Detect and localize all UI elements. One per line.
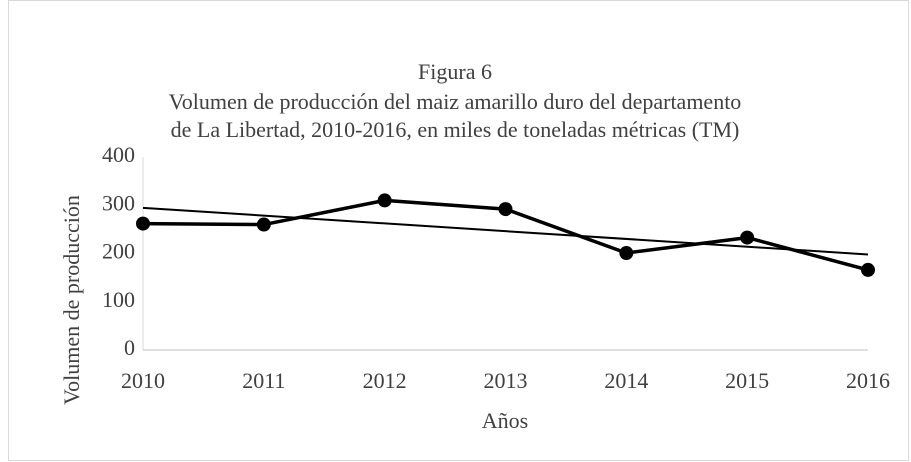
data-point [498,202,513,217]
y-tick-label: 300 [102,190,135,215]
x-tick-label: 2016 [846,368,890,393]
x-tick-label: 2012 [363,368,407,393]
y-tick-label: 400 [102,142,135,167]
data-point [619,246,634,261]
data-point [740,230,755,245]
x-tick-label: 2010 [121,368,165,393]
chart-title: Volumen de producción del maiz amarillo … [169,89,742,114]
y-tick-label: 0 [124,335,135,360]
chart-title: Figura 6 [418,59,492,84]
data-point [256,217,271,232]
data-point [377,193,392,208]
data-point [136,216,150,231]
x-tick-label: 2014 [604,368,648,393]
y-tick-label: 200 [102,239,135,264]
x-tick-label: 2015 [725,368,769,393]
trendline [142,206,869,256]
data-point [861,262,875,277]
y-tick-label: 100 [102,287,135,312]
x-axis-label: Años [482,408,528,433]
y-axis-label: Volumen de producción [59,195,84,405]
x-tick-label: 2013 [484,368,528,393]
chart-title: de La Libertad, 2010-2016, en miles de t… [171,117,740,142]
x-tick-label: 2011 [242,368,285,393]
chart-frame [8,0,909,461]
